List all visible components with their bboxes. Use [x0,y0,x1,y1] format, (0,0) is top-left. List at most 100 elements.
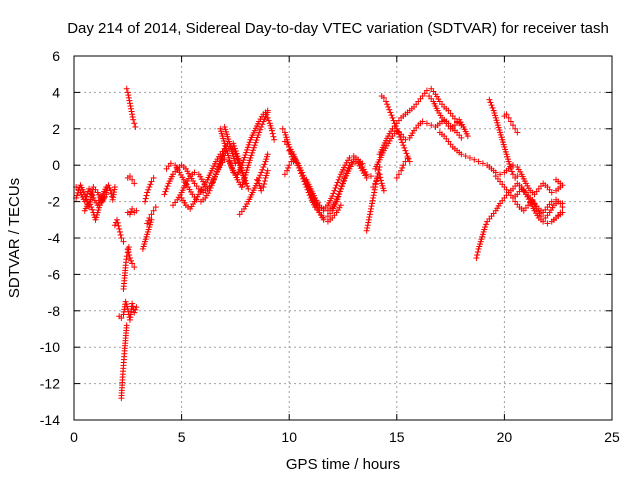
data-point [106,184,113,191]
data-point [559,200,566,207]
data-point [458,134,465,141]
data-point [126,251,133,258]
data-point [359,160,366,167]
data-point [238,162,245,169]
data-point [555,198,562,205]
data-point [129,176,136,183]
data-point [242,152,249,159]
data-point [364,222,371,229]
data-point [375,170,382,177]
data-point [150,207,157,214]
data-point [257,126,264,133]
data-point [167,160,174,167]
y-axis-label: SDTVAR / TECUs [6,178,23,298]
data-point [333,196,340,203]
data-point [123,85,130,92]
data-point [338,183,345,190]
data-point [264,114,271,121]
data-point [129,300,136,307]
data-point [126,255,133,262]
data-point [284,167,291,174]
data-point [105,182,112,189]
data-point [131,309,138,316]
data-point [245,185,252,192]
data-point [142,198,149,205]
data-point [403,150,410,157]
data-point [329,193,336,200]
data-point [514,129,521,136]
data-point [405,155,412,162]
grid [74,56,612,420]
data-point [475,158,482,165]
data-point [370,192,377,199]
data-point [248,152,255,159]
data-point [268,127,275,134]
data-point [245,141,252,148]
data-point [286,162,293,169]
data-point [143,192,150,199]
data-point [255,131,262,138]
data-point [474,251,481,258]
data-point [244,144,251,151]
data-point [269,130,276,137]
data-point [367,208,374,215]
data-point [145,186,152,193]
y-tick-label: -4 [48,230,61,246]
data-point [479,160,486,167]
y-tick-label: 6 [52,48,60,64]
y-tick-label: -6 [48,266,61,282]
data-point [363,227,370,234]
data-point [129,113,136,120]
data-point [107,187,114,194]
y-tick-labels: -14 -12 -10 -8 -6 -4 -2 0 2 4 6 [40,48,60,428]
data-point [464,133,471,140]
data-point [386,106,393,113]
data-point [369,200,376,207]
data-point [89,189,96,196]
data-point [458,151,465,158]
data-point [364,224,371,231]
data-point [125,92,132,99]
data-point [243,149,250,156]
chart-title: Day 214 of 2014, Sidereal Day-to-day VTE… [67,20,609,37]
x-tick-label: 20 [497,429,513,445]
data-point [163,185,170,192]
data-point [508,168,515,175]
data-point [258,187,265,194]
data-point [253,176,260,183]
data-point [241,154,248,161]
data-point [371,189,378,196]
data-point [367,173,374,180]
data-point [482,224,489,231]
data-point [368,203,375,210]
data-point [299,169,306,176]
data-point [191,169,198,176]
data-point [144,189,151,196]
data-point [402,158,409,165]
data-point [336,174,343,181]
data-point [251,142,258,149]
data-point [124,245,131,252]
data-point [288,158,295,165]
data-point [125,248,132,255]
data-point [332,184,339,191]
data-point [252,139,259,146]
x-tick-label: 25 [604,429,620,445]
data-point [243,180,250,187]
data-point [402,147,409,154]
x-tick-labels: 0 5 10 15 20 25 [70,429,620,445]
data-point [75,187,82,194]
data-point [548,198,555,205]
data-point [393,174,400,181]
data-point [391,120,398,127]
data-point [377,174,384,181]
data-point [378,177,385,184]
data-point [152,204,159,211]
data-point [401,144,408,151]
data-point [390,117,397,124]
data-point [117,231,124,238]
data-point [388,112,395,119]
data-point [125,94,132,101]
data-point [483,221,490,228]
